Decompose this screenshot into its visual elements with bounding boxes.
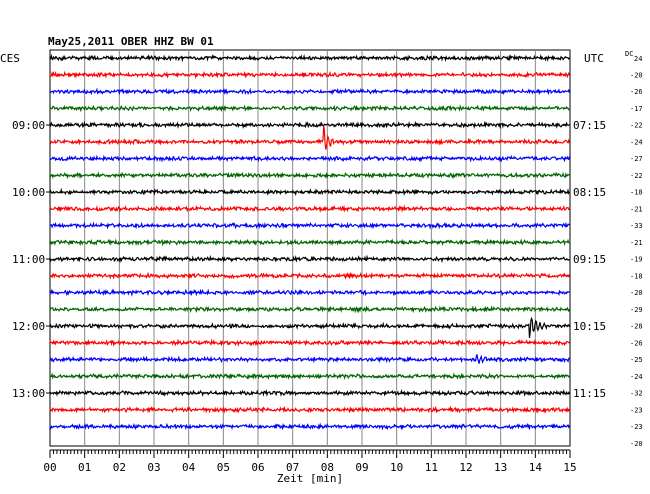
x-tick-label: 11 [425, 461, 438, 474]
dc-header: DC [625, 50, 633, 58]
dc-offset-label: -29 [630, 306, 643, 314]
dc-offset-label: -18 [630, 272, 643, 280]
seismic-trace [49, 288, 570, 297]
seismic-trace [49, 305, 570, 314]
dc-offset-label: -27 [630, 155, 643, 163]
dc-offset-label: -28 [630, 323, 643, 331]
x-tick-label: 07 [286, 461, 299, 474]
x-tick-label: 14 [529, 461, 543, 474]
dc-offset-label: -23 [630, 406, 643, 414]
seismic-trace [49, 204, 570, 213]
x-tick-label: 02 [113, 461, 126, 474]
x-axis-label: Zeit [min] [277, 472, 343, 485]
right-time-labels: 07:15 08:15 09:15 10:15 11:15 [573, 119, 606, 400]
right-time-label: 07:15 [573, 119, 606, 132]
x-tick-label: 03 [147, 461, 160, 474]
seismic-trace [49, 354, 570, 365]
left-hour-label: 09:00 [12, 119, 45, 132]
seismic-trace [49, 271, 570, 280]
dc-offset-label: -26 [630, 88, 643, 96]
x-tick-label: 05 [217, 461, 230, 474]
dc-offset-labels: -20 -26 -17 -22 -24 -27 -22 -18 -21 -33 -21 -19 -18 -… [630, 71, 643, 448]
right-time-label: 08:15 [573, 186, 606, 199]
seismic-trace [49, 125, 570, 150]
left-corner-label: CES [0, 52, 20, 65]
seismic-trace [49, 171, 570, 180]
dc-offset-label: -23 [630, 423, 643, 431]
dc-header-sub: 24 [634, 55, 642, 63]
x-tick-label: 10 [390, 461, 403, 474]
seismic-trace [49, 104, 570, 113]
x-tick-label: 01 [78, 461, 91, 474]
dc-offset-label: -22 [630, 122, 643, 130]
seismic-trace [49, 221, 570, 230]
x-tick-label: 00 [43, 461, 56, 474]
x-tick-label: 13 [494, 461, 507, 474]
dc-offset-label: -24 [630, 138, 643, 146]
grid [84, 50, 536, 446]
dc-offset-label: -25 [630, 356, 643, 364]
dc-offset-label: -17 [630, 105, 643, 113]
seismic-trace [49, 120, 570, 130]
seismic-trace [49, 422, 570, 431]
right-time-label: 11:15 [573, 387, 606, 400]
x-tick-label: 04 [182, 461, 196, 474]
dc-offset-label: -18 [630, 189, 643, 197]
plot-frame [49, 49, 571, 447]
dc-offset-label: -21 [630, 239, 643, 247]
seismic-trace [49, 316, 570, 338]
x-tick-label: 09 [355, 461, 368, 474]
right-corner-label: UTC [584, 52, 604, 65]
dc-offset-label: -24 [630, 373, 643, 381]
seismic-trace [49, 254, 570, 264]
dc-offset-label: -32 [630, 390, 643, 398]
x-tick-label: 06 [251, 461, 264, 474]
trace-group [49, 53, 570, 431]
seismic-trace [49, 388, 570, 397]
left-hour-label: 12:00 [12, 320, 45, 333]
dc-offset-label: -20 [630, 71, 643, 79]
seismic-trace [49, 338, 570, 347]
dc-offset-label: -19 [630, 256, 643, 264]
dc-offset-label: -21 [630, 205, 643, 213]
left-hour-label: 13:00 [12, 387, 45, 400]
seismic-trace [49, 238, 570, 247]
dc-offset-label: -22 [630, 172, 643, 180]
left-time-labels: 09:00 10:00 11:00 12:00 13:00 [12, 119, 50, 400]
right-time-label: 10:15 [573, 320, 606, 333]
x-axis: 00 01 02 03 04 05 06 07 08 09 10 11 12 13 14 15 [43, 449, 577, 474]
seismic-trace [49, 154, 570, 163]
seismic-trace [49, 53, 570, 63]
seismic-trace [49, 187, 570, 197]
dc-offset-label: -26 [630, 339, 643, 347]
dc-offset-label: -33 [630, 222, 643, 230]
seismic-trace [49, 405, 570, 414]
x-tick-label: 12 [459, 461, 472, 474]
right-time-label: 09:15 [573, 253, 606, 266]
dc-offset-label: -20 [630, 440, 643, 448]
chart-title: May25,2011 OBER HHZ BW 01 [48, 35, 214, 48]
x-tick-label: 15 [563, 461, 576, 474]
seismic-trace [49, 70, 570, 80]
left-hour-label: 11:00 [12, 253, 45, 266]
seismic-trace [49, 87, 570, 96]
x-tick-label: 08 [321, 461, 334, 474]
dc-offset-label: -20 [630, 289, 643, 297]
seismic-trace [49, 372, 570, 381]
left-hour-label: 10:00 [12, 186, 45, 199]
